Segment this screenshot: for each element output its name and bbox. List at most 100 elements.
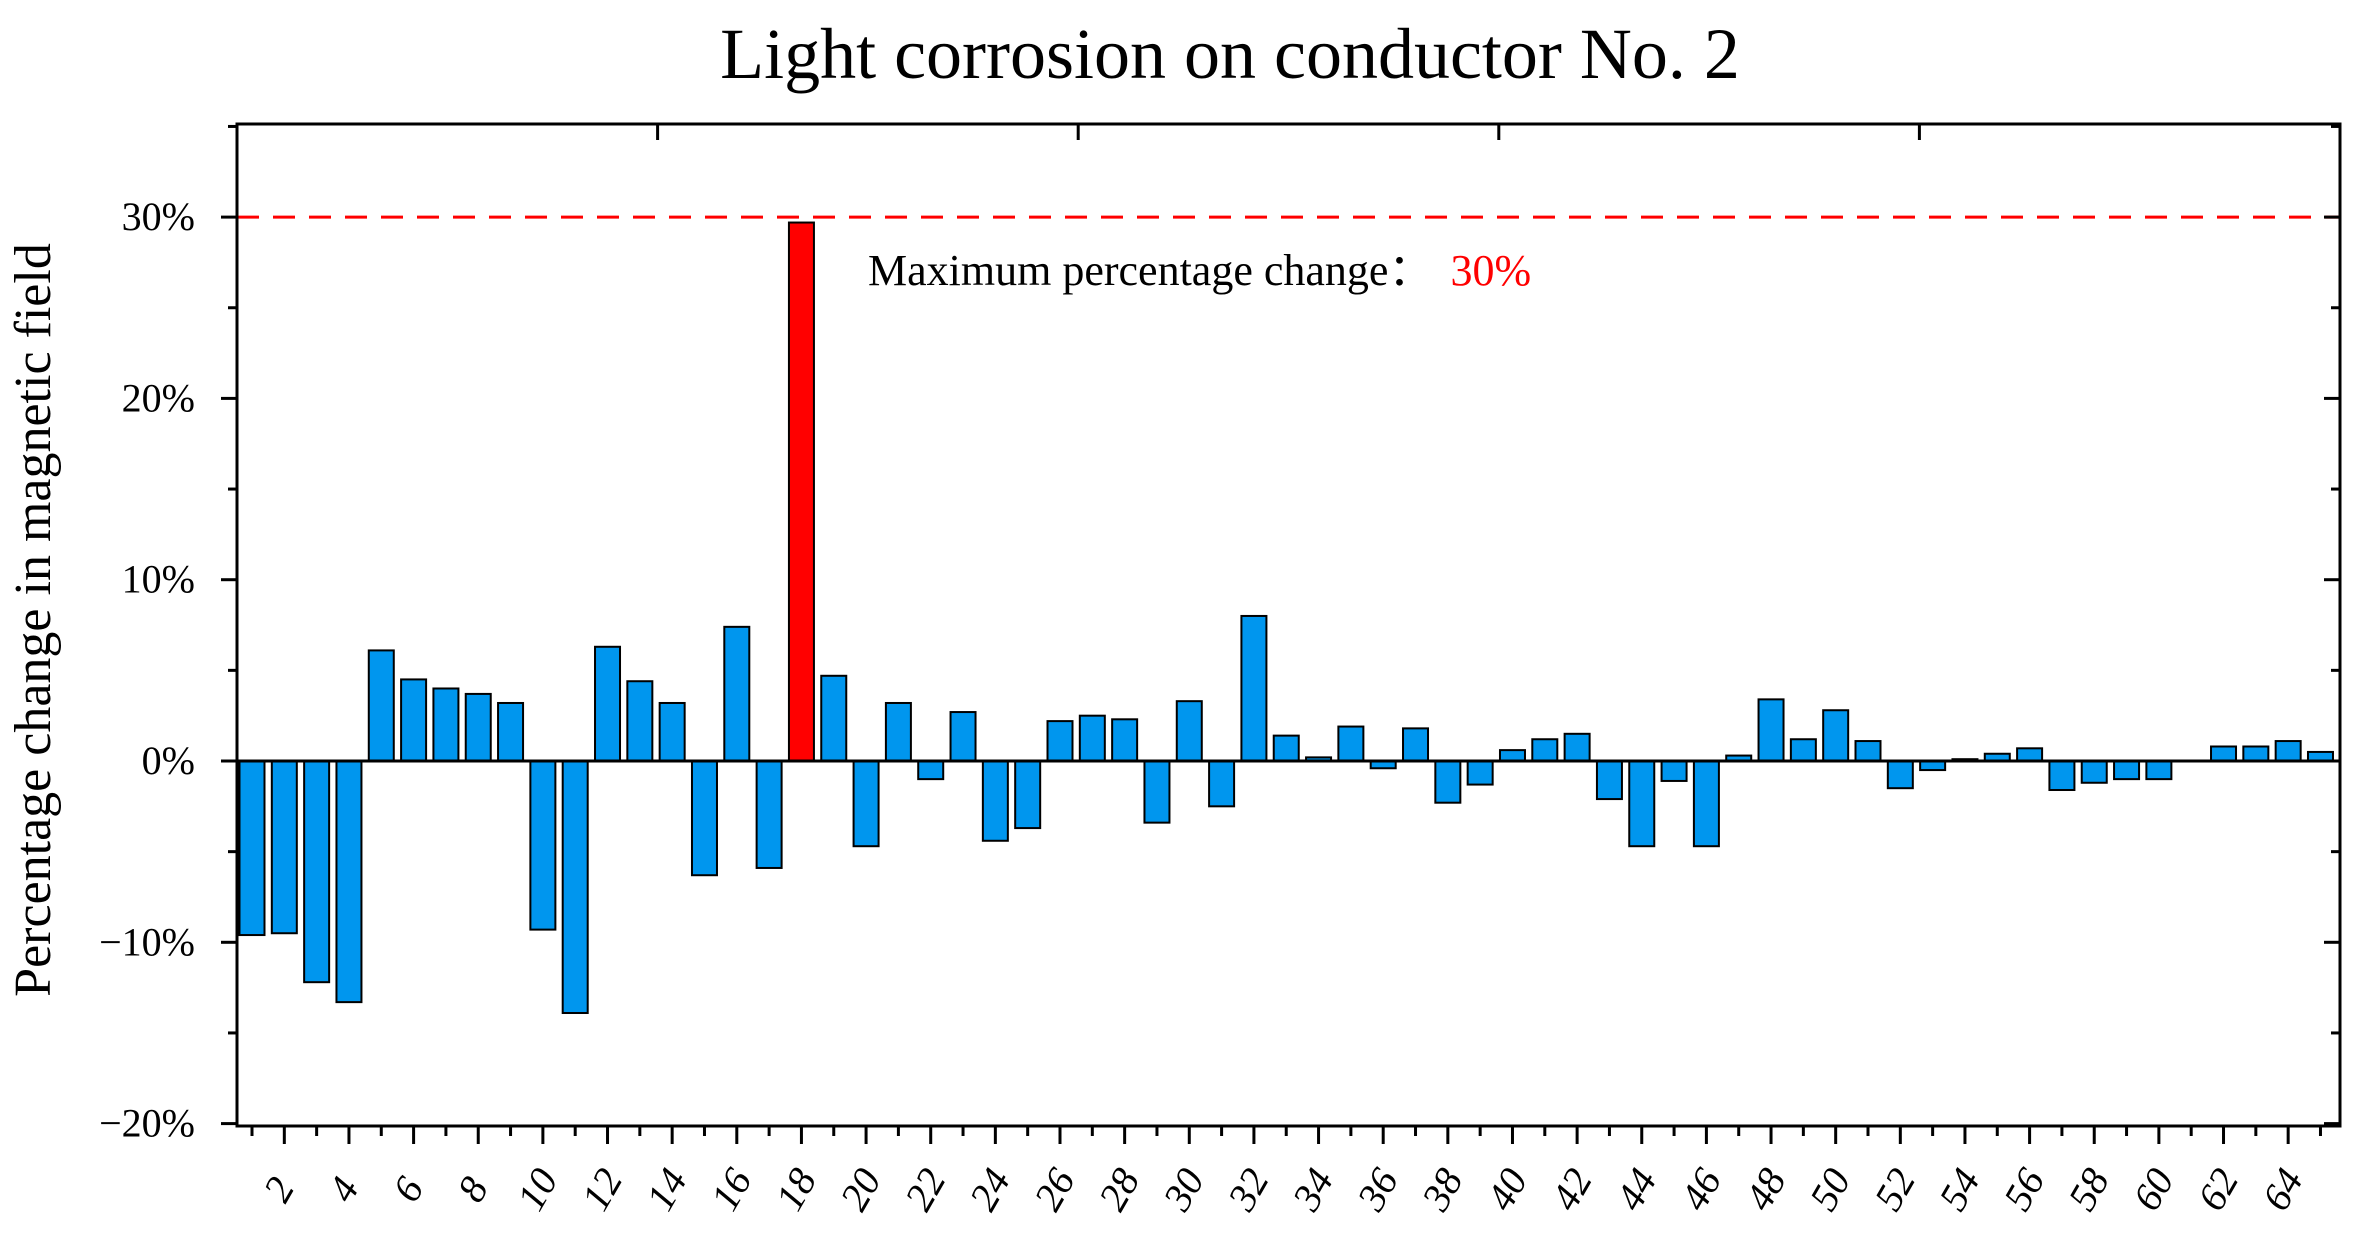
x-tick-label: 20: [831, 1161, 890, 1218]
x-tick-label: 16: [702, 1161, 761, 1218]
bar: [658, 701, 686, 763]
x-tick-label: 4: [319, 1169, 368, 1209]
x-tick-label: 42: [1542, 1161, 1601, 1218]
y-tick-label: 30%: [122, 194, 195, 239]
annotation-label: Maximum percentage change： 30%: [868, 246, 1531, 295]
x-tick-label: 40: [1477, 1161, 1536, 1218]
bar: [949, 711, 977, 763]
bar: [1208, 760, 1236, 808]
bar: [1014, 760, 1042, 830]
bar: [2048, 760, 2076, 792]
bar: [270, 760, 298, 935]
bar: [1757, 698, 1785, 762]
bars-layer: [238, 221, 2334, 1015]
x-tick-label: 50: [1801, 1161, 1860, 1218]
bar-max: [787, 221, 815, 762]
x-tick-label: 14: [637, 1161, 696, 1218]
bar: [464, 692, 492, 763]
bar: [497, 701, 525, 763]
x-tick-label: 10: [508, 1161, 567, 1218]
plot-frame: [235, 122, 2342, 1128]
bar: [303, 760, 331, 984]
bar: [1240, 614, 1268, 763]
y-axis-label: Percentage change in magnetic field: [5, 243, 62, 997]
bar: [1789, 738, 1817, 763]
x-tick-label: 34: [1283, 1161, 1342, 1219]
bar: [1272, 734, 1300, 762]
axes-layer: [235, 122, 2342, 1128]
bar: [238, 760, 266, 937]
x-tick-label: 64: [2253, 1161, 2312, 1218]
x-tick-label: 52: [1865, 1161, 1924, 1218]
bar: [2274, 740, 2302, 763]
bar: [561, 760, 589, 1015]
bar: [1466, 760, 1494, 786]
bar: [2210, 745, 2238, 762]
bar: [2145, 760, 2173, 781]
bar: [820, 674, 848, 762]
x-tick-label: 18: [766, 1161, 825, 1218]
x-tick-label: 60: [2124, 1161, 2183, 1218]
bar: [1143, 760, 1171, 824]
bar: [755, 760, 783, 869]
bar: [1886, 760, 1914, 790]
bar: [1692, 760, 1720, 848]
bar: [1337, 725, 1365, 762]
bar: [626, 680, 654, 763]
bar: [1046, 720, 1074, 763]
x-tick-label: 12: [572, 1161, 631, 1218]
bar: [1175, 700, 1203, 763]
y-tick-label: −10%: [99, 919, 195, 964]
x-tick-label: 8: [448, 1169, 497, 1209]
bar: [594, 645, 622, 763]
bar: [690, 760, 718, 877]
x-tick-label: 46: [1671, 1161, 1730, 1218]
bar: [1078, 714, 1106, 762]
bar: [884, 701, 912, 763]
x-tick-label: 44: [1607, 1161, 1666, 1218]
bar: [2080, 760, 2108, 784]
bar: [1402, 727, 1430, 763]
y-tick-label: −20%: [99, 1101, 195, 1146]
bar: [2242, 745, 2270, 762]
x-tick-label: 30: [1154, 1161, 1213, 1219]
chart-title: Light corrosion on conductor No. 2: [720, 14, 1740, 94]
x-tick-label: 6: [383, 1169, 432, 1209]
bar: [1434, 760, 1462, 804]
bar: [981, 760, 1009, 842]
bar: [1111, 718, 1139, 763]
bar: [1531, 738, 1559, 763]
bar: [2016, 747, 2044, 763]
bar: [852, 760, 880, 848]
bar: [2113, 760, 2141, 781]
x-tick-label: 2: [254, 1169, 303, 1209]
x-tick-label: 48: [1736, 1161, 1795, 1218]
x-tick-label: 32: [1218, 1161, 1277, 1219]
annotation-value: 30%: [1450, 246, 1531, 295]
bar: [1595, 760, 1623, 801]
bar: [1822, 709, 1850, 763]
x-tick-label: 22: [896, 1161, 955, 1218]
bar: [1563, 732, 1591, 762]
x-tick-label: 38: [1412, 1161, 1471, 1219]
x-tick-label: 62: [2188, 1161, 2247, 1218]
x-tick-label: 58: [2059, 1161, 2118, 1218]
bar: [723, 625, 751, 763]
bar: [367, 649, 395, 762]
x-tick-label: 54: [1930, 1161, 1989, 1218]
bar: [1628, 760, 1656, 848]
x-tick-label: 24: [960, 1161, 1019, 1218]
x-tick-label: 56: [1994, 1161, 2053, 1218]
y-tick-label: 0%: [142, 738, 195, 783]
bar: [917, 760, 945, 781]
bar: [400, 678, 428, 762]
bar: [1498, 749, 1526, 763]
bar: [432, 687, 460, 762]
bar: [529, 760, 557, 931]
y-tick-label: 20%: [122, 375, 195, 420]
bar: [1854, 740, 1882, 763]
bar: [335, 760, 363, 1004]
x-tick-label: 36: [1348, 1161, 1407, 1219]
x-tick-label: 26: [1025, 1161, 1084, 1218]
